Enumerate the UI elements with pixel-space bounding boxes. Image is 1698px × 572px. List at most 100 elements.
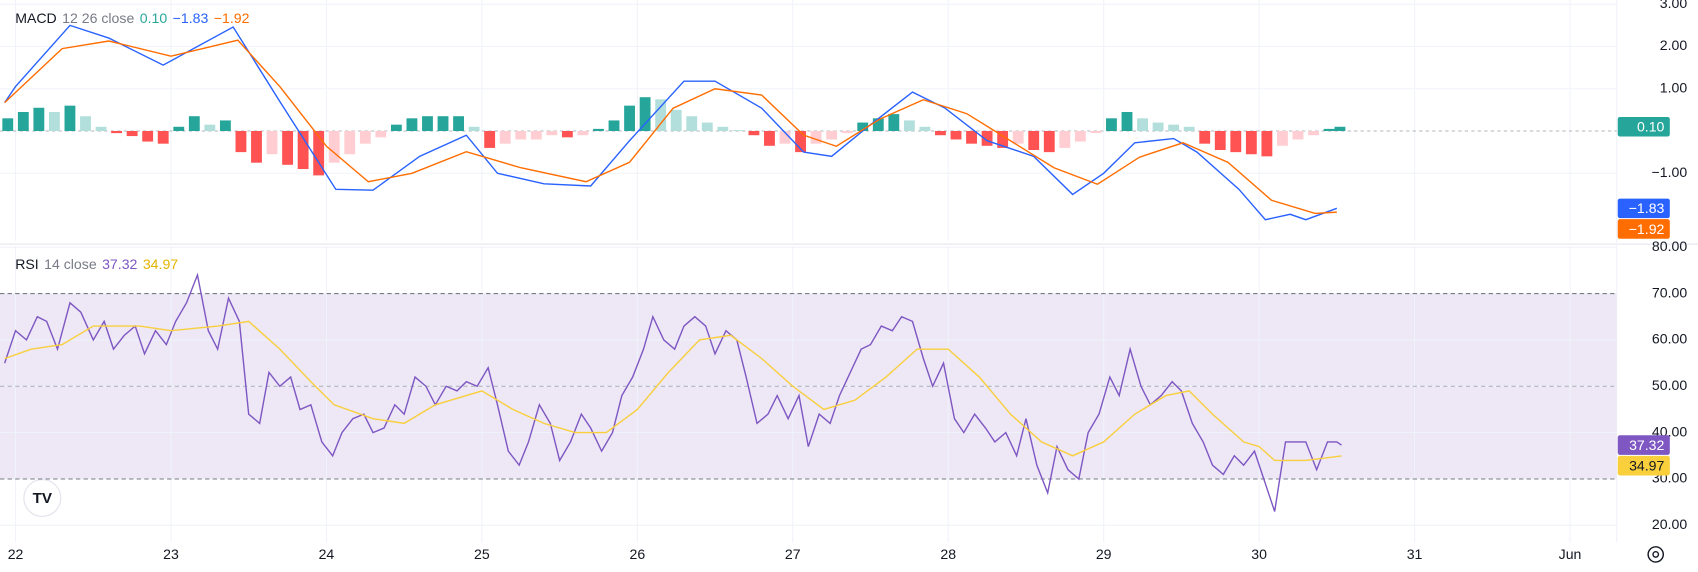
histogram-bar	[1277, 130, 1288, 146]
histogram-bar	[235, 130, 247, 153]
legend-title: RSI	[15, 256, 39, 273]
histogram-bar	[2, 118, 14, 131]
histogram-bar	[872, 118, 884, 131]
price-badge	[1617, 117, 1670, 137]
histogram-bar	[561, 130, 573, 138]
histogram-bar	[17, 111, 29, 131]
price-badge-label: 34.97	[1629, 457, 1664, 473]
histogram-bar	[1152, 122, 1164, 131]
histogram-bar	[297, 130, 309, 170]
histogram-bar	[717, 126, 729, 131]
histogram-bar	[593, 128, 604, 131]
histogram-bar	[499, 130, 511, 144]
histogram-bar	[313, 130, 325, 176]
histogram-bar	[826, 130, 838, 140]
histogram-bar	[966, 130, 977, 144]
x-tick-label: 25	[474, 546, 490, 562]
x-tick-label: 23	[163, 546, 179, 562]
histogram-bar	[981, 130, 993, 146]
y-tick-label: −1.00	[1652, 164, 1688, 180]
settings-icon[interactable]	[1647, 546, 1665, 563]
histogram-bar	[1168, 124, 1180, 131]
histogram-bar	[546, 130, 558, 136]
histogram-bar	[422, 116, 433, 131]
histogram-bar	[1012, 130, 1024, 144]
price-badge-label: 0.10	[1637, 119, 1665, 135]
histogram-bar	[359, 130, 371, 144]
x-tick-label: Jun	[1559, 546, 1582, 562]
y-tick-label: 20.00	[1652, 516, 1687, 532]
pane: 3.00 2.00 1.00 −1.00	[0, 0, 1687, 241]
indicator-line	[4, 39, 1337, 215]
histogram-bar	[48, 111, 60, 131]
histogram-bar	[732, 130, 744, 131]
histogram-bar	[764, 130, 775, 146]
histogram-bar	[1183, 126, 1195, 131]
histogram-bar	[935, 130, 946, 136]
histogram-bar	[997, 130, 1009, 148]
histogram-bar	[888, 114, 900, 131]
price-badge-label: 37.32	[1629, 437, 1664, 453]
y-tick-label: 2.00	[1660, 37, 1688, 53]
histogram-bar	[204, 124, 216, 131]
x-tick-label: 28	[940, 546, 956, 562]
indicator-line	[4, 24, 1338, 221]
histogram-bar	[437, 116, 449, 131]
histogram-bar	[266, 130, 278, 155]
histogram-bar	[515, 130, 527, 140]
y-tick-label: 60.00	[1652, 331, 1687, 347]
histogram-bar	[1199, 130, 1211, 144]
histogram-bar	[484, 130, 496, 148]
histogram-bar	[639, 97, 651, 131]
svg-text:TV: TV	[33, 490, 53, 507]
histogram-bar	[810, 130, 822, 144]
histogram-bar	[1334, 126, 1346, 131]
histogram-bar	[219, 120, 231, 131]
histogram-bar	[1074, 130, 1086, 142]
price-badge	[1617, 435, 1670, 455]
histogram-bar	[126, 130, 138, 137]
histogram-bar	[1230, 130, 1242, 153]
histogram-bar	[857, 122, 869, 131]
histogram-bar	[64, 105, 76, 131]
histogram-bar	[701, 122, 713, 131]
histogram-bar	[1292, 130, 1304, 140]
x-tick-label: 31	[1407, 546, 1423, 562]
price-badge-label: −1.83	[1629, 200, 1665, 216]
histogram-bar	[686, 116, 698, 131]
histogram-bar	[903, 120, 915, 131]
rsi-legend: RSI 14 close 37.32 34.97	[15, 256, 183, 272]
histogram-bar	[344, 130, 356, 155]
x-tick-label: 30	[1251, 546, 1267, 562]
histogram-bar	[1261, 130, 1273, 157]
x-tick-label: 22	[8, 546, 24, 562]
histogram-bar	[1043, 130, 1055, 153]
price-badge	[1617, 198, 1670, 219]
histogram-bar	[1090, 130, 1102, 134]
price-badge	[1617, 455, 1670, 476]
x-tick-label: 29	[1096, 546, 1112, 562]
histogram-bar	[1059, 130, 1071, 148]
legend-params: 12 26 close	[62, 9, 135, 27]
histogram-bar	[1106, 118, 1117, 131]
x-tick-label: 26	[629, 546, 645, 562]
y-tick-label: 1.00	[1660, 79, 1688, 95]
histogram-bar	[748, 130, 760, 136]
indicator-line	[4, 320, 1342, 462]
histogram-bar	[1245, 130, 1257, 155]
histogram-bar	[1323, 128, 1335, 131]
histogram-bar	[779, 130, 791, 144]
histogram-bar	[919, 126, 931, 131]
histogram-bar	[157, 130, 169, 144]
histogram-bar	[33, 107, 45, 131]
legend-value: 0.10	[139, 9, 168, 27]
histogram-bar	[1214, 130, 1226, 151]
legend-value: −1.83	[172, 9, 209, 27]
legend-params: 14 close	[44, 256, 97, 273]
histogram-bar	[173, 126, 185, 131]
histogram-bar	[282, 130, 294, 165]
y-tick-label: 80.00	[1652, 238, 1687, 254]
histogram-bar	[950, 130, 962, 140]
